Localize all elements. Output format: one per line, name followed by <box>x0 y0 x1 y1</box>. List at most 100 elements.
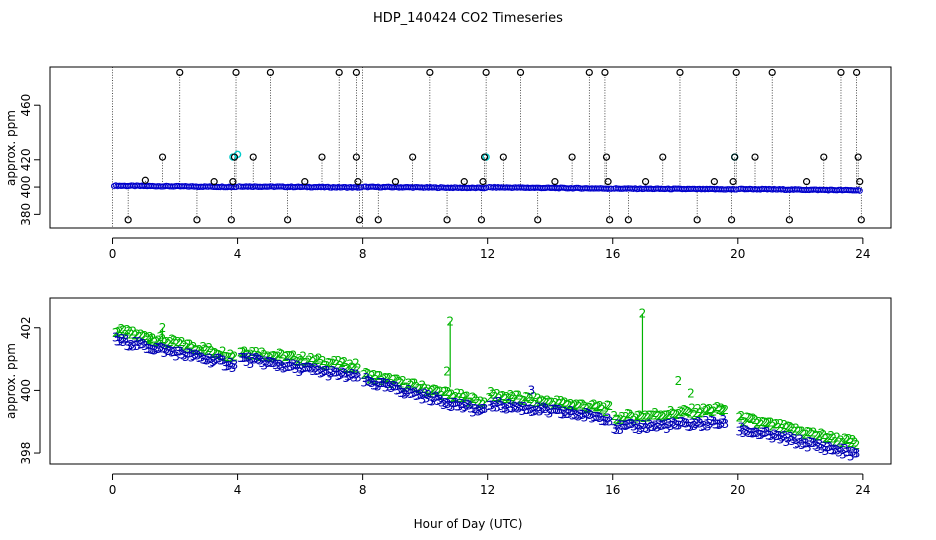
bottom-series-2-point: 2 <box>481 395 489 409</box>
bottom-series-2-point: 2 <box>268 349 276 363</box>
bottom-series-2-point: 2 <box>307 351 315 365</box>
bottom-series-2-point: 2 <box>176 337 184 351</box>
bottom-series-2-point: 2 <box>675 374 683 388</box>
top-black-point <box>729 178 737 186</box>
bottom-series-3-point: 3 <box>640 418 648 432</box>
top-black-point <box>158 153 167 161</box>
bottom-series-3-point: 3 <box>851 446 859 460</box>
bottom-series-3-point: 3 <box>590 410 598 424</box>
bottom-series-3-point: 3 <box>227 356 235 370</box>
bottom-series-3-point: 3 <box>708 414 716 428</box>
bottom-series-3-point: 3 <box>769 431 777 445</box>
bottom-series-2-point: 2 <box>636 409 644 423</box>
bottom-series-3-point: 3 <box>207 357 215 371</box>
top-black-point <box>391 178 400 186</box>
bottom-series-3-point: 3 <box>348 367 356 381</box>
bottom-series-2-point: 2 <box>340 355 348 369</box>
bottom-series-3-point: 3 <box>217 353 225 367</box>
bottom-series-2-point: 2 <box>442 384 450 398</box>
bottom-series-3-point: 3 <box>657 419 665 433</box>
bottom-series-2-point: 2 <box>594 400 602 414</box>
bottom-series-3-point: 3 <box>818 442 826 456</box>
bottom-x-tick-label: 0 <box>109 483 117 497</box>
bottom-series-2-point: 2 <box>622 410 630 424</box>
bottom-series-2-point: 2 <box>225 351 233 365</box>
bottom-series-2-point: 2 <box>215 348 223 362</box>
top-blue-point <box>856 187 863 194</box>
bottom-series-3-point: 3 <box>370 378 378 392</box>
bottom-series-2-point: 2 <box>806 425 814 439</box>
bottom-series-2-point: 2 <box>495 392 503 406</box>
bottom-series-3-point: 3 <box>833 444 841 458</box>
bottom-series-3-point: 3 <box>305 361 313 375</box>
bottom-series-3-point: 3 <box>653 420 661 434</box>
bottom-series-2-point: 2 <box>323 359 331 373</box>
bottom-series-3-point: 3 <box>532 404 540 418</box>
bottom-series-3-point: 3 <box>390 379 398 393</box>
top-panel-x-axis: 0 4 8 12 16 20 24 <box>109 237 871 261</box>
bottom-series-3-point: 3 <box>524 403 532 417</box>
bottom-series-2-point: 2 <box>590 397 598 411</box>
bottom-y-tick-label: 400 <box>19 379 33 402</box>
bottom-series-3-point: 3 <box>256 353 264 367</box>
bottom-series-3-point: 3 <box>461 400 469 414</box>
bottom-series-2-point: 2 <box>368 369 376 383</box>
bottom-series-2-point: 2 <box>376 369 384 383</box>
top-black-point <box>601 68 609 77</box>
bottom-series-3-point: 3 <box>145 342 153 356</box>
bottom-series-2-point: 2 <box>702 404 710 418</box>
bottom-series-3-point: 3 <box>620 418 628 432</box>
top-black-point <box>659 153 667 161</box>
bottom-series-2-point: 2 <box>565 399 573 413</box>
bottom-series-3-point: 3 <box>153 341 161 355</box>
bottom-series-3-point: 3 <box>630 420 638 434</box>
top-black-point <box>227 216 235 224</box>
bottom-series-3-point: 3 <box>584 407 592 421</box>
bottom-series-3-point: 3 <box>303 361 311 375</box>
bottom-series-2-point: 2 <box>644 410 652 424</box>
bottom-series-2-point: 2 <box>223 350 231 364</box>
bottom-series-2-point: 2 <box>161 336 169 350</box>
bottom-series-3-point: 3 <box>457 397 465 411</box>
bottom-series-2-point: 2 <box>227 347 235 361</box>
bottom-series-2-point: 2 <box>698 406 706 420</box>
bottom-series-2-point: 2 <box>553 394 561 408</box>
bottom-series-3-point: 3 <box>749 427 757 441</box>
bottom-series-2-point: 2 <box>507 388 515 402</box>
bottom-series-3-point: 3 <box>598 414 606 428</box>
bottom-series-2-point: 2 <box>399 374 407 388</box>
bottom-series-2-point: 2 <box>135 330 143 344</box>
bottom-series-3-point: 3 <box>802 437 810 451</box>
bottom-series-3-point: 3 <box>335 369 343 383</box>
bottom-series-2-point: 2 <box>661 408 669 422</box>
bottom-series-3-point: 3 <box>596 411 604 425</box>
bottom-series-3-point: 3 <box>211 353 219 367</box>
bottom-series-2-point: 2 <box>391 373 399 387</box>
bottom-series-2-point: 2 <box>448 387 456 401</box>
bottom-series-3-point: 3 <box>491 396 499 410</box>
bottom-series-2-point: 2 <box>299 350 307 364</box>
bottom-series-2-point: 2 <box>125 325 133 339</box>
bottom-series-3-point: 3 <box>141 339 149 353</box>
bottom-series-3-point: 3 <box>499 401 507 415</box>
bottom-series-2-point: 2 <box>823 431 831 445</box>
bottom-series-3-point: 3 <box>407 387 415 401</box>
top-black-point <box>602 153 611 161</box>
bottom-series-3-point: 3 <box>411 385 419 399</box>
bottom-series-2-point: 2 <box>528 395 536 409</box>
bottom-series-3-point: 3 <box>602 414 610 428</box>
bottom-series-2-point: 2 <box>831 435 839 449</box>
bottom-series-2-point: 2 <box>317 357 325 371</box>
bottom-series-3-point: 3 <box>419 392 427 406</box>
bottom-series-3-point: 3 <box>808 436 816 450</box>
bottom-series-3-point: 3 <box>592 410 600 424</box>
bottom-series-3-point: 3 <box>397 386 405 400</box>
bottom-series-2-point: 2 <box>818 426 826 440</box>
bottom-series-2-point: 2 <box>561 395 569 409</box>
bottom-series-2-point: 2 <box>272 350 280 364</box>
bottom-series-2-point: 2 <box>370 368 378 382</box>
bottom-series-2-point: 2 <box>655 410 663 424</box>
bottom-series-2-point: 2 <box>116 324 124 338</box>
bottom-series-3-point: 3 <box>565 407 573 421</box>
